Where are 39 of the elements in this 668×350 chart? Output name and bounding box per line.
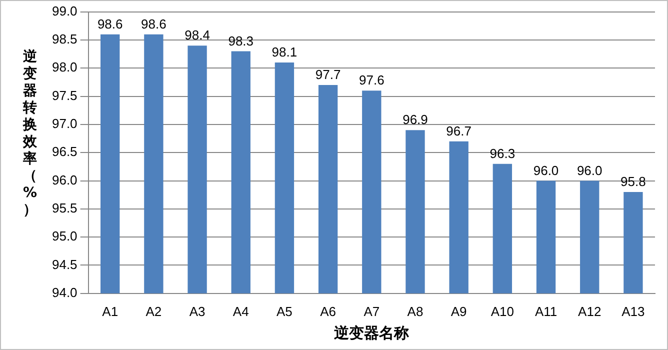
y-tick-label: 96.5 (52, 144, 78, 160)
data-label: 95.8 (620, 174, 646, 190)
data-label: 96.0 (576, 162, 602, 178)
data-label: 97.7 (315, 67, 341, 82)
x-tick-label: A6 (320, 304, 336, 319)
data-label: 98.3 (228, 33, 254, 48)
y-tick-label: 98.0 (52, 60, 78, 75)
data-label: 96.3 (490, 146, 516, 161)
data-label: 98.6 (141, 16, 166, 32)
y-tick-label: 96.0 (52, 172, 78, 188)
data-label: 98.6 (97, 16, 123, 32)
x-tick-label: A9 (450, 304, 467, 319)
y-tick-label: 94.0 (52, 284, 78, 300)
x-tick-label: A1 (102, 304, 118, 319)
x-tick-label: A7 (364, 304, 380, 319)
data-label: 96.0 (533, 162, 559, 178)
y-tick-label: 94.5 (52, 256, 78, 272)
x-tick-label: A3 (189, 304, 206, 319)
text: 逆变器转换效率（%） (22, 49, 38, 218)
data-label: 97.6 (358, 72, 384, 88)
y-tick-label: 97.5 (52, 88, 78, 103)
x-tick-label: A4 (232, 304, 249, 319)
x-tick-label: A8 (407, 304, 424, 319)
x-tick-label: A11 (534, 304, 558, 319)
x-axis-title: 逆变器名称 (333, 324, 410, 342)
x-tick-label: A10 (490, 304, 514, 319)
y-tick-label: 98.5 (52, 32, 78, 47)
x-tick-label: A5 (276, 304, 292, 319)
x-tick-label: A2 (146, 304, 162, 319)
y-tick-label: 95.0 (52, 228, 78, 244)
data-label: 96.7 (446, 123, 472, 138)
x-tick-label: A13 (622, 304, 645, 319)
y-tick-label: 97.0 (52, 116, 78, 132)
data-label: 96.9 (402, 112, 428, 128)
data-label: 98.4 (184, 28, 210, 43)
y-tick-label: 95.5 (52, 200, 78, 216)
y-tick-label: 99.0 (52, 3, 78, 18)
data-label: 98.1 (272, 44, 298, 60)
x-tick-label: A12 (578, 304, 602, 319)
